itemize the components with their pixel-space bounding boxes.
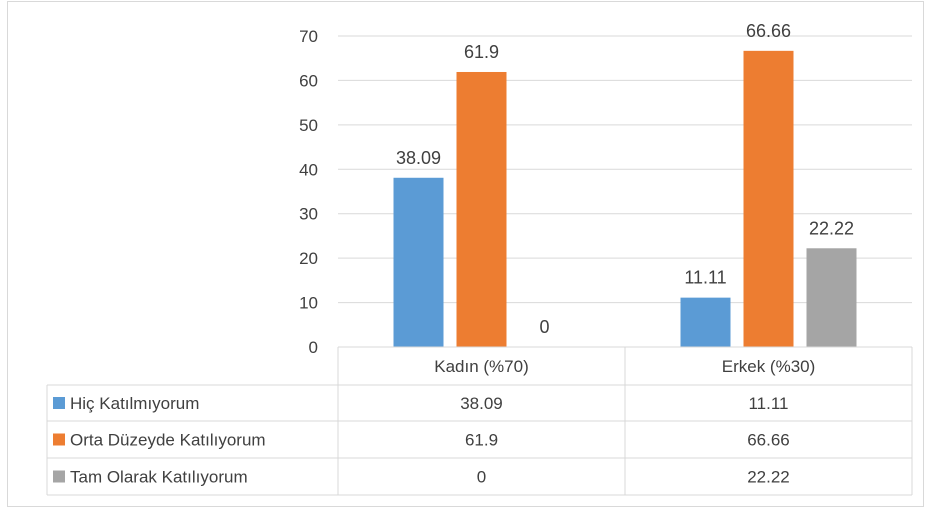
table-cell-value: 38.09 bbox=[460, 394, 503, 413]
y-axis-ticks: 0 10 20 30 40 50 60 70 bbox=[299, 27, 318, 357]
legend-swatch bbox=[53, 470, 65, 483]
legend-label: Hiç Katılmıyorum bbox=[70, 394, 199, 413]
y-tick-label: 10 bbox=[299, 294, 318, 313]
data-label: 0 bbox=[539, 317, 549, 337]
data-labels: 38.09 61.9 0 11.11 66.66 22.22 bbox=[396, 21, 854, 337]
table-cell-value: 61.9 bbox=[465, 431, 498, 450]
data-label: 11.11 bbox=[684, 268, 726, 288]
y-tick-label: 30 bbox=[299, 205, 318, 224]
data-label: 22.22 bbox=[809, 218, 854, 238]
legend-swatch bbox=[53, 433, 65, 446]
bar bbox=[806, 248, 857, 347]
table-cell-value: 0 bbox=[477, 468, 486, 487]
data-label: 38.09 bbox=[396, 148, 441, 168]
table-cell-value: 22.22 bbox=[747, 468, 790, 487]
bar bbox=[393, 177, 444, 347]
data-label: 66.66 bbox=[746, 21, 791, 41]
legend-label: Tam Olarak Katılıyorum bbox=[70, 468, 248, 487]
legend-label: Orta Düzeyde Katılıyorum bbox=[70, 431, 266, 450]
data-table: Kadın (%70) Erkek (%30) Hiç Katılmıyorum 38… bbox=[46, 346, 913, 496]
bar bbox=[456, 71, 507, 347]
bar bbox=[680, 297, 731, 347]
bars bbox=[393, 50, 857, 347]
y-tick-label: 50 bbox=[299, 116, 318, 135]
table-cell-value: 66.66 bbox=[747, 431, 790, 450]
y-tick-label: 40 bbox=[299, 160, 318, 179]
legend-swatch bbox=[53, 397, 65, 409]
category-label: Erkek (%30) bbox=[722, 357, 816, 376]
y-tick-label: 0 bbox=[309, 338, 318, 357]
y-tick-label: 70 bbox=[299, 27, 318, 46]
category-label: Kadın (%70) bbox=[434, 357, 529, 376]
y-tick-label: 60 bbox=[299, 71, 318, 90]
data-label: 61.9 bbox=[464, 42, 499, 62]
y-tick-label: 20 bbox=[299, 249, 318, 268]
bar bbox=[743, 50, 794, 347]
table-cell-value: 11.11 bbox=[748, 394, 788, 413]
